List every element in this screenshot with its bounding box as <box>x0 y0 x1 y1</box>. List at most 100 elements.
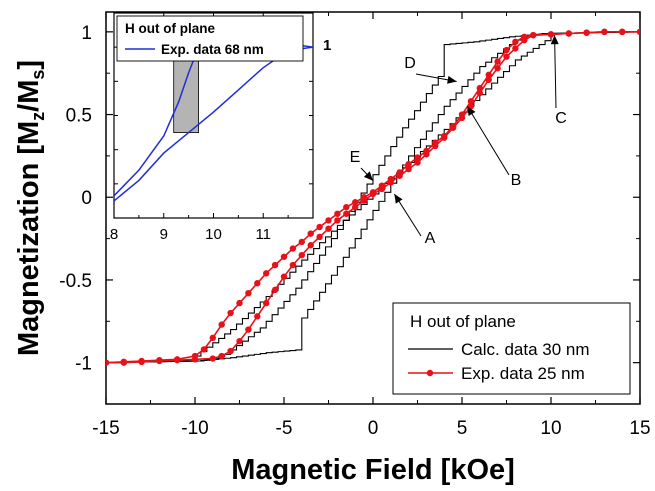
inset-legend-label: Exp. data 68 nm <box>161 42 264 57</box>
exp-point <box>432 142 439 150</box>
exp-point <box>583 29 590 36</box>
exp-point <box>209 355 216 362</box>
inset-legend-box <box>116 15 304 62</box>
exp-point <box>360 197 368 204</box>
exp-point <box>280 273 288 280</box>
exp-point <box>271 261 279 269</box>
exp-point <box>254 280 261 287</box>
exp-point <box>156 357 163 365</box>
inset-x-tick-label: 11 <box>255 226 271 243</box>
exp-point <box>352 203 359 211</box>
y-tick-label: -1 <box>75 354 92 375</box>
exp-point <box>191 356 199 363</box>
exp-point <box>325 225 332 232</box>
y-tick-label: 0.5 <box>66 106 92 127</box>
exp-point <box>405 165 412 173</box>
legend-title: H out of plane <box>410 312 516 331</box>
exp-point <box>307 230 314 237</box>
exp-point <box>547 31 555 38</box>
exp-point <box>619 28 626 36</box>
inset-x-tick-label: 9 <box>160 226 168 243</box>
legend-label-exp: Exp. data 25 nm <box>461 364 585 383</box>
exp-point <box>334 210 341 217</box>
exp-point <box>378 185 386 193</box>
y-tick-label: 0 <box>81 188 92 209</box>
annotation-arrowhead-C <box>550 35 559 45</box>
series-layer <box>106 28 640 366</box>
exp-point <box>227 309 234 317</box>
exp-point <box>263 299 270 307</box>
exp-point <box>106 359 110 366</box>
exp-point <box>263 270 270 277</box>
exp-point <box>636 28 640 36</box>
exp-point <box>369 190 377 198</box>
main-plot-area: -15 -10 -5 0 5 10 15 -1 -0.5 0 0.5 1 Magnetic Field … <box>13 11 651 486</box>
exp-point <box>601 28 608 36</box>
y-tick-label: -0.5 <box>59 271 92 292</box>
exp-point <box>396 172 403 179</box>
exp-point <box>289 245 297 252</box>
exp-point <box>174 356 181 364</box>
exp-point <box>254 313 261 320</box>
exp-point <box>449 124 457 131</box>
annotation-arrow-B <box>466 106 510 176</box>
exp-point <box>405 160 412 168</box>
inset-legend-title: H out of plane <box>125 21 215 36</box>
exp-point <box>316 223 323 231</box>
annotation-arrowhead-B <box>467 106 476 117</box>
exp-point <box>485 76 492 84</box>
exp-point <box>334 217 341 224</box>
exp-point <box>209 334 216 342</box>
exp-point <box>236 299 243 307</box>
exp-point <box>298 251 305 259</box>
exp-point <box>298 238 305 246</box>
exp-point <box>441 134 448 141</box>
legend-label-calc: Calc. data 30 nm <box>461 340 590 359</box>
exp-point <box>200 346 208 353</box>
exp-point <box>218 321 225 328</box>
exp-point <box>316 233 323 241</box>
exp-point <box>245 326 252 333</box>
exp-point <box>138 358 145 366</box>
legend-marker-exp <box>426 369 434 377</box>
annotation-arrowhead-A <box>394 193 403 204</box>
exp-point <box>120 359 128 366</box>
exp-point <box>414 159 421 166</box>
exp-point <box>218 352 225 360</box>
exp-point <box>512 45 519 52</box>
exp-point <box>476 89 483 97</box>
x-tick-label: 15 <box>629 418 650 439</box>
exp-point <box>352 199 359 206</box>
exp-point <box>494 58 501 65</box>
annotation-arrowhead-E <box>363 171 373 181</box>
x-tick-label: -10 <box>181 418 208 439</box>
annotation-label-A: A <box>425 230 436 247</box>
exp-point <box>512 38 519 45</box>
x-tick-label: 0 <box>368 418 379 439</box>
exp-point <box>414 154 421 161</box>
exp-point <box>423 151 430 158</box>
exp-point <box>227 347 234 355</box>
y-axis-label: Magnetization [Mz/Ms] <box>13 60 48 356</box>
exp-point <box>343 210 350 217</box>
exp-point <box>387 179 394 186</box>
exp-point <box>280 253 288 260</box>
exp-point <box>236 337 243 345</box>
annotation-label-B: B <box>511 172 522 189</box>
exp-point <box>458 114 466 122</box>
y-tick-label: 1 <box>81 23 92 44</box>
annotation-label-E: E <box>350 149 361 166</box>
exp-point <box>343 203 350 211</box>
inset-x-tick-label: 10 <box>205 226 222 243</box>
exp-point <box>565 30 572 37</box>
annotation-label-D: D <box>404 55 416 72</box>
exp-point <box>325 217 332 224</box>
exp-point <box>307 242 314 249</box>
exp-point <box>503 46 510 54</box>
exp-point <box>271 286 279 294</box>
exp-point <box>530 31 537 39</box>
exp-point <box>494 65 501 72</box>
x-tick-label: -15 <box>92 418 119 439</box>
